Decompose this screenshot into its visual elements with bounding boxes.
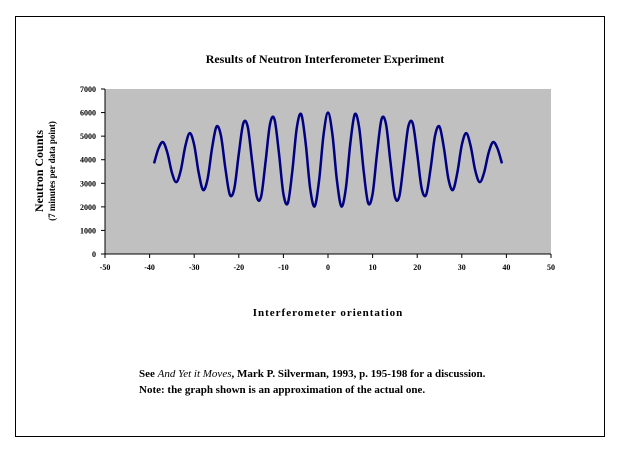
- y-tick-label: 0: [92, 250, 96, 259]
- y-axis-sublabel: (7 minutes per data point): [47, 121, 57, 221]
- x-tick-label: 30: [458, 263, 466, 272]
- note-text: , Mark P. Silverman, 1993, p. 195-198 fo…: [231, 368, 485, 380]
- x-tick-label: 20: [413, 263, 421, 272]
- y-tick-label: 5000: [80, 132, 96, 141]
- y-axis-label: Neutron Counts: [32, 130, 46, 212]
- x-tick-label: -30: [189, 263, 200, 272]
- note-line: See And Yet it Moves, Mark P. Silverman,…: [139, 368, 486, 380]
- y-tick-label: 6000: [80, 109, 96, 118]
- y-tick-label: 1000: [80, 226, 96, 235]
- x-tick-label: -50: [100, 263, 111, 272]
- x-tick-label: 40: [502, 263, 510, 272]
- x-tick-label: 0: [326, 263, 330, 272]
- note-book: And Yet it Moves: [157, 368, 232, 380]
- y-tick-label: 2000: [80, 203, 96, 212]
- x-tick-label: 50: [547, 263, 555, 272]
- x-tick-label: -40: [144, 263, 155, 272]
- x-tick-label: -20: [233, 263, 244, 272]
- note-text: See: [139, 368, 158, 380]
- y-tick-label: 3000: [80, 179, 96, 188]
- chart-title: Results of Neutron Interferometer Experi…: [206, 52, 445, 66]
- x-tick-label: 10: [369, 263, 377, 272]
- x-axis-label: Interferometer orientation: [253, 307, 404, 319]
- data-line: [152, 111, 504, 208]
- note-line: Note: the graph shown is an approximatio…: [139, 384, 425, 396]
- x-tick-label: -10: [278, 263, 289, 272]
- y-tick-label: 7000: [80, 85, 96, 94]
- y-tick-label: 4000: [80, 156, 96, 165]
